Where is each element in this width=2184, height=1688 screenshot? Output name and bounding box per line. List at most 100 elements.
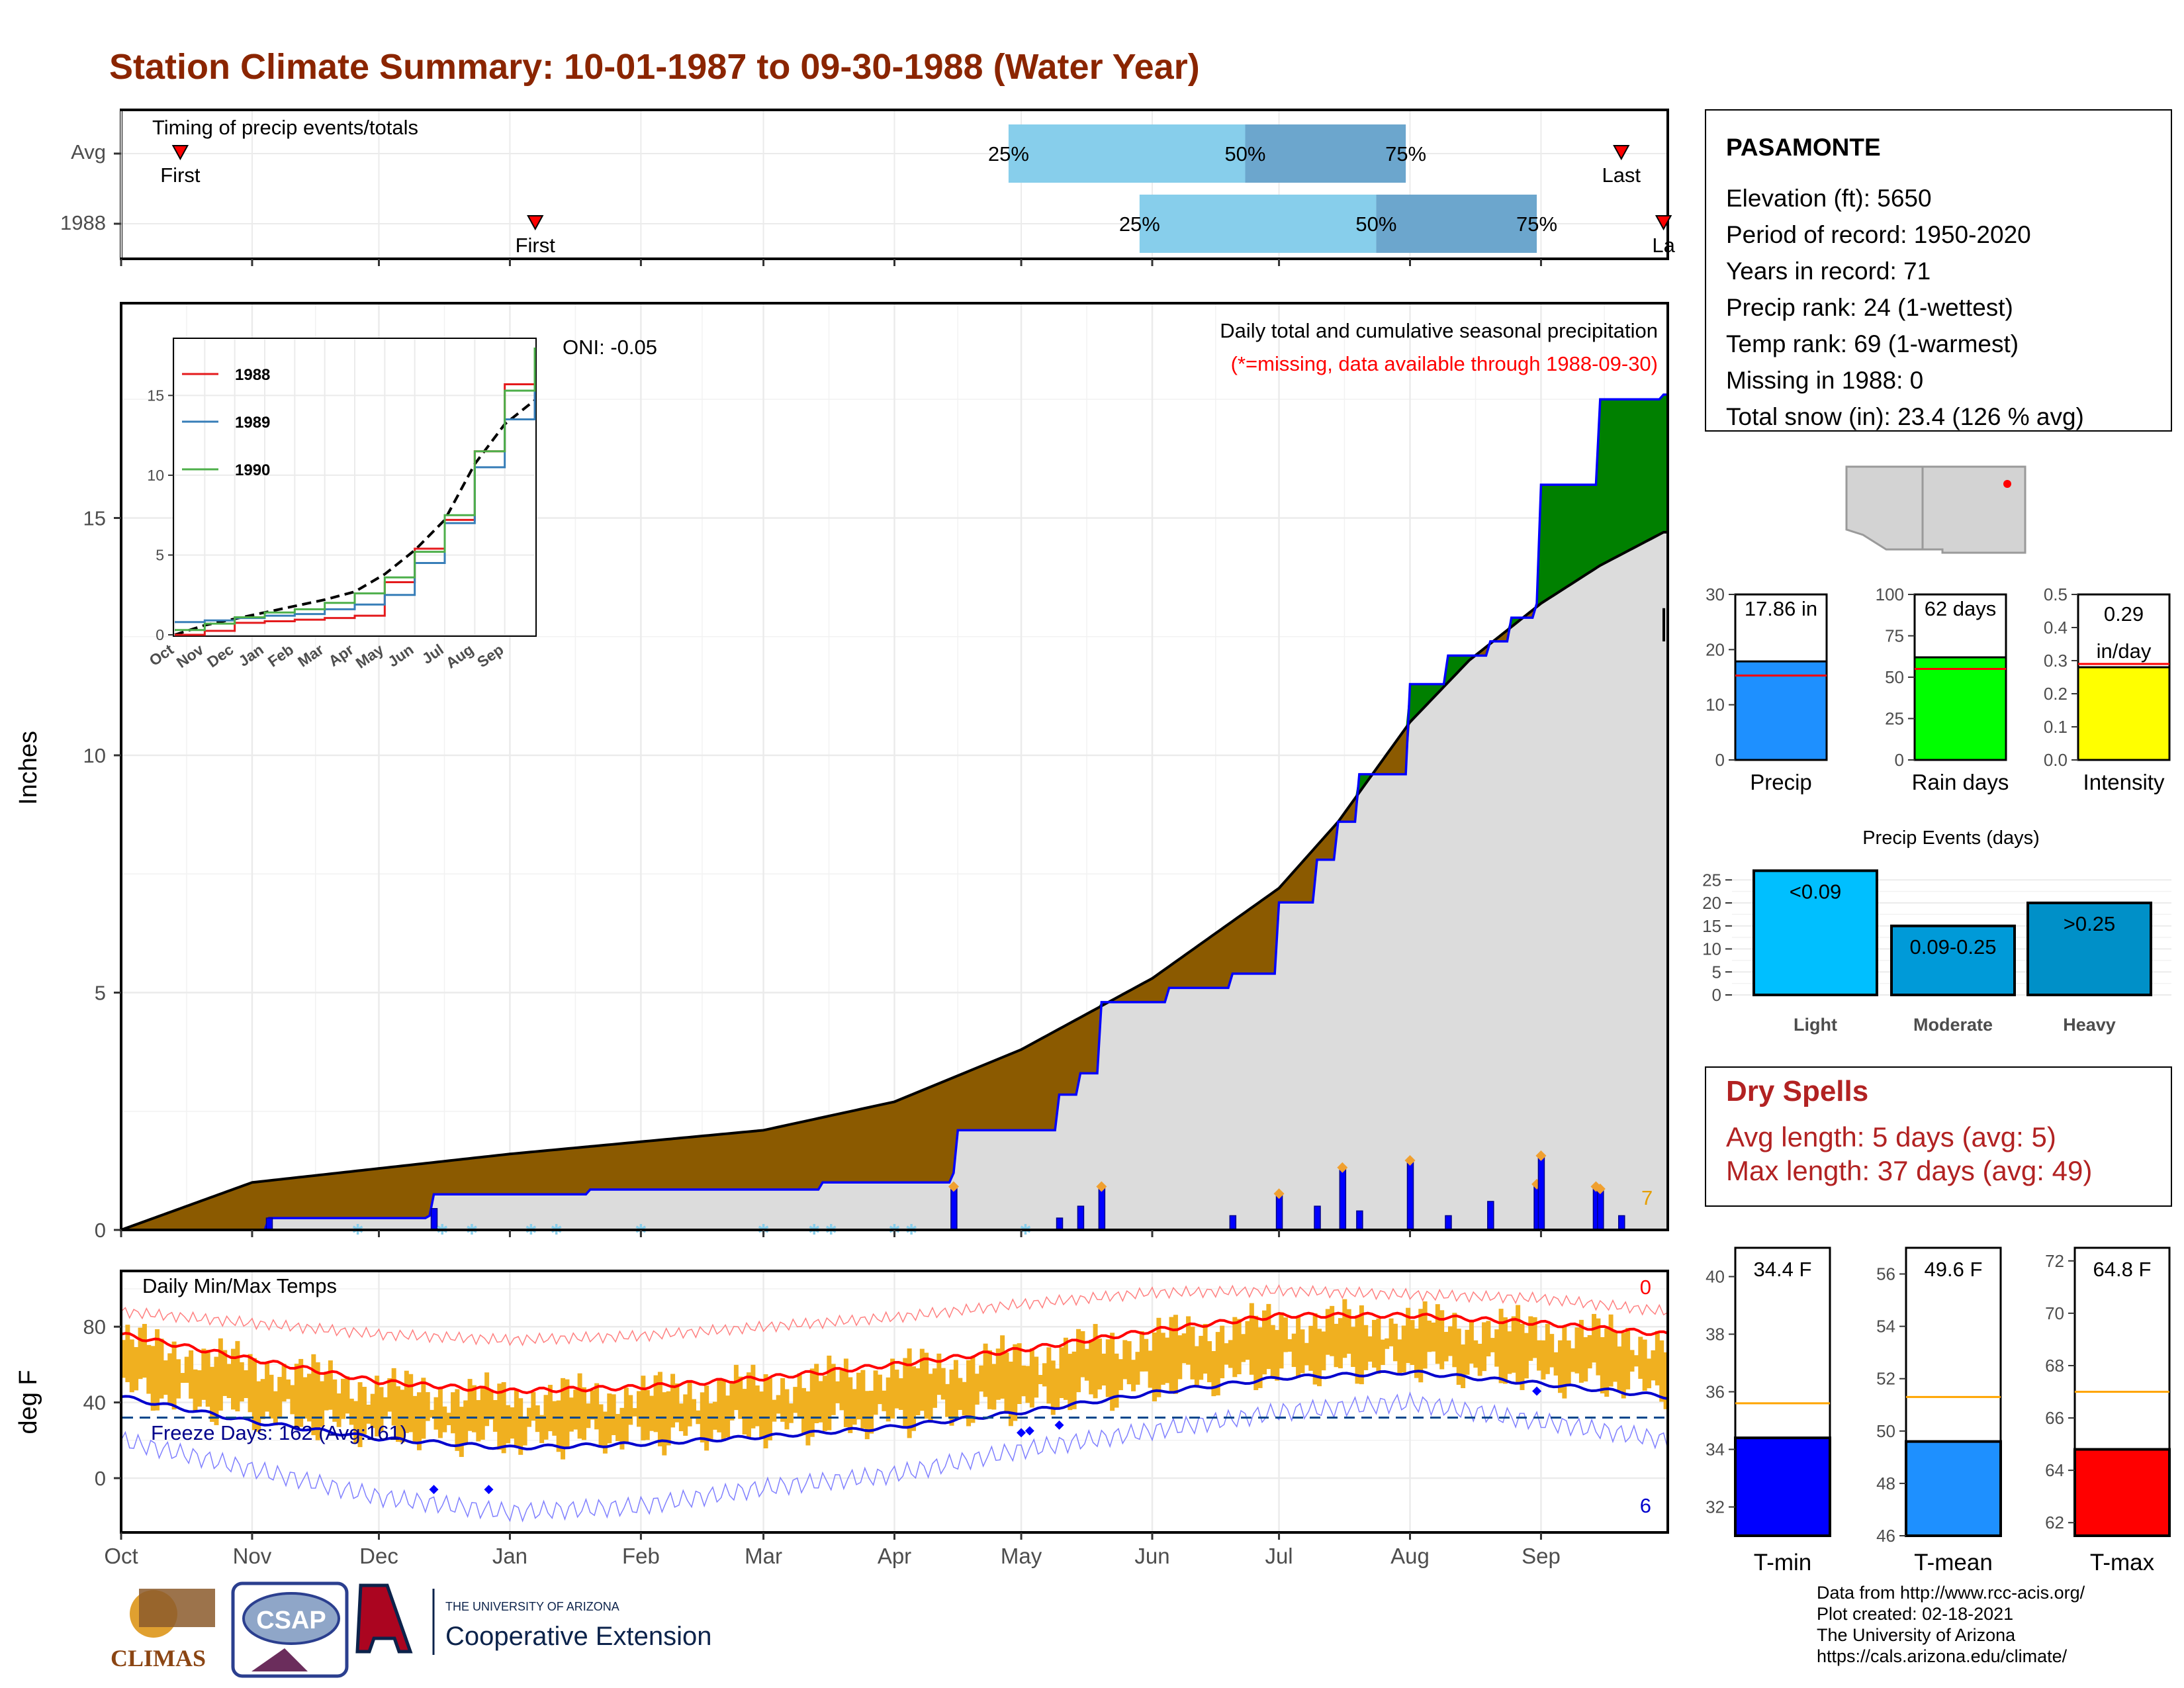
daily-temp-bar (1325, 1309, 1330, 1355)
daily-temp-bar (759, 1391, 764, 1438)
daily-temp-bar (1524, 1333, 1529, 1379)
dry-spells-max: Max length: 37 days (avg: 49) (1726, 1155, 2092, 1186)
daily-temp-bar (619, 1407, 625, 1450)
events-tick-label: 10 (1702, 939, 1721, 959)
timing-first-label: First (160, 164, 201, 187)
daily-temp-bar (375, 1376, 380, 1437)
daily-temp-bar (155, 1329, 160, 1411)
daily-temp-bar (1152, 1332, 1157, 1401)
dry-spells-avg: Avg length: 5 days (avg: 5) (1726, 1121, 2056, 1152)
daily-temp-bar (1447, 1326, 1453, 1356)
daily-temp-bar (1110, 1333, 1115, 1411)
timing-label: Timing of precip events/totals (152, 116, 418, 139)
daily-temp-bar (349, 1398, 354, 1425)
timing-bar-q50-q75 (1376, 195, 1537, 253)
month-axis: Oct Nov Dec Jan Feb Mar Apr May Jun Jul Aug Sep (104, 1532, 1561, 1568)
precip-y-axis: 0 5 10 15 (83, 507, 1542, 1242)
daily-temp-bar (1625, 1328, 1631, 1389)
daily-temp-bar (1511, 1316, 1516, 1373)
month-label: Jun (1134, 1544, 1169, 1568)
daily-temp-bar (1076, 1329, 1081, 1393)
daily-temp-bar (514, 1390, 519, 1448)
precip-y-label: Inches (15, 731, 42, 805)
station-info-line: Temp rank: 69 (1-warmest) (1726, 330, 2019, 357)
daily-temp-bar (366, 1405, 371, 1424)
daily-temp-bar (932, 1368, 937, 1408)
temp-daily-bars (121, 1299, 1668, 1460)
mini-bar-tick-label: 0 (1715, 750, 1725, 770)
daily-temp-bar (547, 1385, 553, 1432)
daily-temp-bar (1080, 1331, 1085, 1378)
daily-temp-bar (383, 1397, 388, 1417)
daily-temp-bar (953, 1360, 958, 1419)
daily-temp-bar (637, 1391, 641, 1427)
daily-temp-bar (1211, 1350, 1216, 1397)
csap-mountain-icon (251, 1648, 308, 1671)
daily-temp-bar (535, 1405, 540, 1432)
daily-temp-bar (751, 1364, 756, 1429)
daily-temp-bar (256, 1381, 261, 1432)
daily-temp-bar (733, 1364, 739, 1411)
daily-temp-bar (1392, 1323, 1398, 1362)
daily-temp-bar (1659, 1340, 1664, 1402)
inset-legend-label: 1990 (235, 461, 270, 479)
daily-temp-bar (936, 1353, 942, 1395)
daily-temp-bar (623, 1387, 629, 1443)
daily-temp-bar (1321, 1331, 1326, 1371)
daily-temp-bar (1435, 1304, 1440, 1364)
max-day-count: 7 (1641, 1186, 1653, 1209)
mini-bar-value (1913, 656, 2007, 761)
daily-temp-bar (391, 1368, 396, 1426)
daily-temp-bar (1456, 1329, 1461, 1385)
daily-precip-bar (1314, 1205, 1321, 1231)
daily-temp-bar (776, 1395, 781, 1414)
daily-temp-bar (1173, 1315, 1178, 1394)
daily-temp-bar (480, 1385, 485, 1440)
daily-temp-bar (1541, 1340, 1546, 1380)
mini-bar-value (1734, 660, 1828, 761)
inset-lines (174, 348, 536, 636)
daily-temp-bar (244, 1370, 249, 1399)
daily-temp-bar (645, 1389, 650, 1440)
daily-temp-bar (522, 1417, 527, 1446)
daily-temp-bar (1029, 1348, 1034, 1408)
daily-temp-bar (197, 1370, 202, 1407)
temp-mini-value (1905, 1440, 2002, 1538)
daily-temp-bar (1190, 1327, 1195, 1380)
daily-temp-bar (235, 1340, 240, 1412)
events-tick-label: 5 (1712, 962, 1721, 982)
daily-temp-bar (1647, 1358, 1652, 1389)
daily-temp-bar (1621, 1333, 1626, 1399)
climas-logo: CLIMAS (111, 1589, 215, 1671)
daily-temp-bar (1059, 1347, 1064, 1399)
daily-temp-bar (814, 1364, 819, 1424)
temp-y-axis: 0 40 80 (83, 1315, 121, 1490)
daily-temp-bar (1562, 1325, 1567, 1399)
daily-temp-bar (1114, 1353, 1119, 1408)
daily-temp-bar (518, 1398, 523, 1455)
daily-temp-bar (400, 1389, 405, 1443)
daily-temp-bar (615, 1414, 621, 1441)
month-label: Oct (104, 1544, 138, 1568)
csap-logo-text: CSAP (256, 1607, 326, 1634)
dry-spells-box: Dry Spells Avg length: 5 days (avg: 5) M… (1705, 1066, 2172, 1207)
daily-temp-bar (1122, 1340, 1128, 1380)
daily-temp-bar (1592, 1313, 1597, 1363)
daily-temp-bar (995, 1348, 1001, 1400)
mini-bar-tick-label: 0.2 (2044, 684, 2068, 704)
temp-mini-name: T-min (1754, 1550, 1812, 1575)
timing-quantile-label: 25% (1119, 212, 1160, 236)
mini-bar-tick-label: 0.1 (2044, 717, 2068, 737)
temp-mini-tick-label: 70 (2045, 1303, 2064, 1323)
events-tick-label: 0 (1712, 985, 1721, 1005)
daily-temp-bar (1578, 1319, 1584, 1383)
daily-temp-bar (835, 1381, 841, 1403)
daily-temp-bar (1574, 1327, 1580, 1374)
daily-temp-bar (1071, 1351, 1077, 1409)
daily-temp-bar (273, 1391, 278, 1426)
daily-temp-bar (471, 1385, 477, 1432)
daily-temp-bar (1516, 1305, 1521, 1384)
daily-temp-bar (1553, 1352, 1559, 1376)
daily-temp-bar (886, 1377, 891, 1422)
daily-temp-bar (320, 1381, 325, 1427)
